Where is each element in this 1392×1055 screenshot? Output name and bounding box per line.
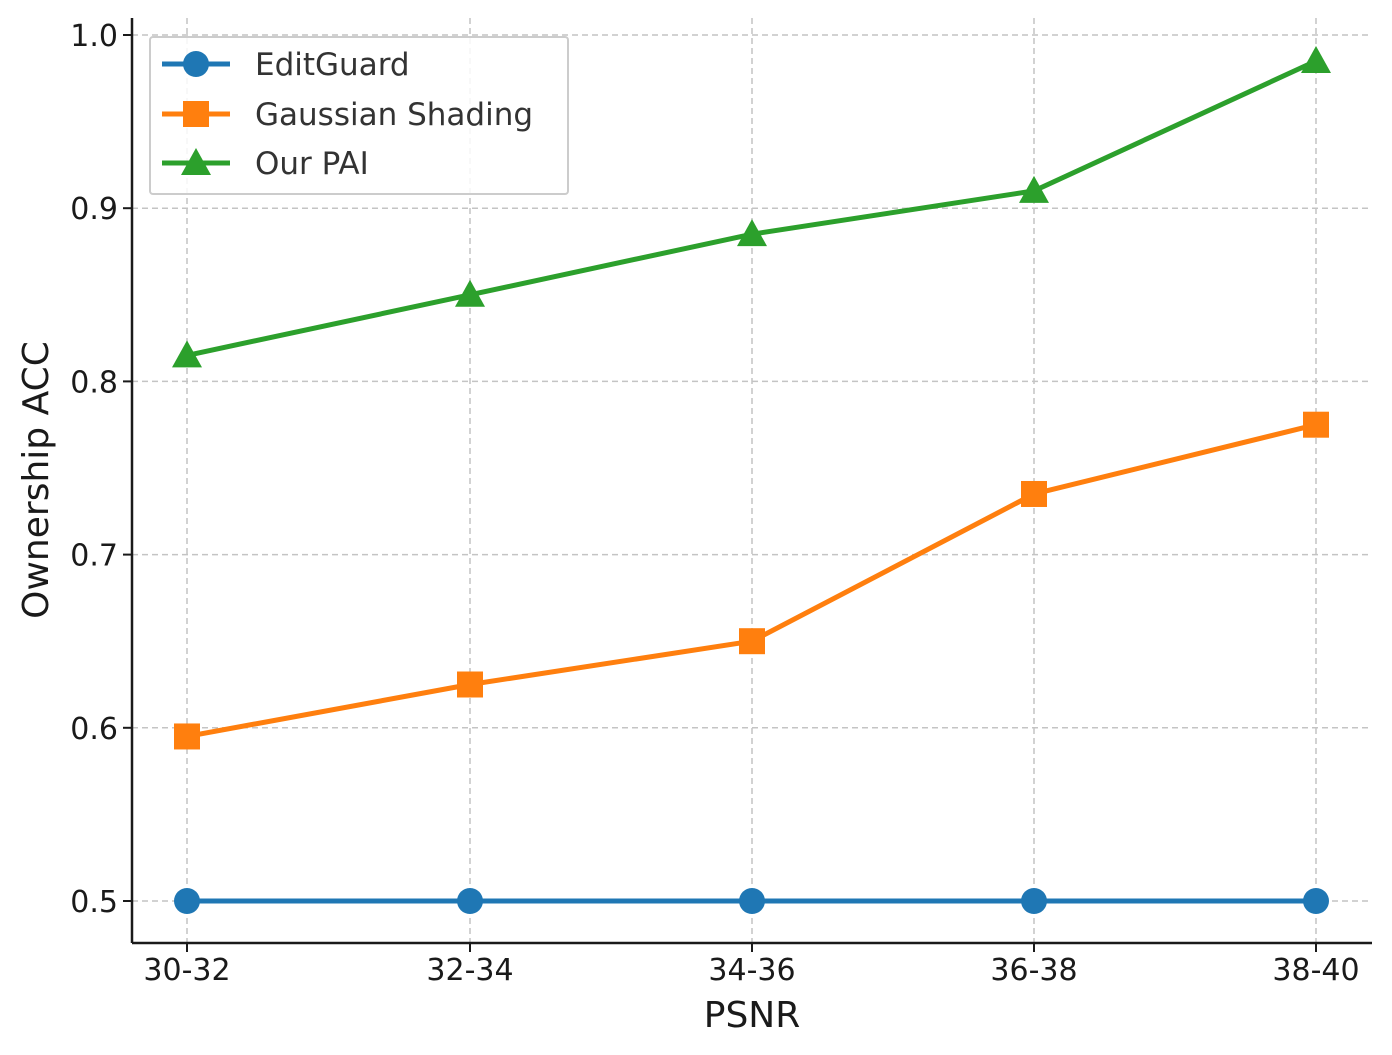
legend-marker bbox=[183, 101, 209, 127]
x-axis-title: PSNR bbox=[704, 995, 801, 1036]
y-tick-label: 0.7 bbox=[70, 539, 118, 574]
y-axis-title: Ownership ACC bbox=[16, 341, 57, 619]
series bbox=[172, 45, 1331, 914]
ticks: 30-32 32-34 34-36 36-38 38-40 0.5 0.6 0.7 0.8 0.9… bbox=[70, 19, 1359, 988]
legend-label: EditGuard bbox=[255, 47, 410, 83]
y-tick-label: 0.6 bbox=[70, 712, 118, 747]
data-point bbox=[455, 279, 485, 307]
y-tick-label: 0.8 bbox=[70, 365, 118, 400]
y-tick-label: 0.5 bbox=[70, 885, 118, 920]
data-point bbox=[1303, 888, 1329, 914]
data-point bbox=[739, 628, 765, 655]
legend-label: Our PAI bbox=[255, 146, 369, 182]
y-tick-label: 1.0 bbox=[70, 19, 118, 54]
legend-marker bbox=[183, 51, 209, 77]
data-point bbox=[1021, 480, 1047, 507]
legend: EditGuard Gaussian Shading Our PAI bbox=[149, 36, 569, 195]
x-tick-label: 36-38 bbox=[990, 953, 1077, 988]
data-point bbox=[1019, 175, 1049, 203]
data-point bbox=[172, 340, 202, 368]
data-point bbox=[457, 888, 483, 914]
data-point bbox=[174, 723, 200, 750]
data-point bbox=[1021, 888, 1047, 914]
x-tick-label: 38-40 bbox=[1272, 953, 1359, 988]
x-tick-label: 32-34 bbox=[426, 953, 513, 988]
data-point bbox=[1301, 45, 1331, 73]
legend-marker bbox=[181, 148, 211, 175]
y-tick-label: 0.9 bbox=[70, 192, 118, 227]
legend-box bbox=[149, 36, 569, 195]
data-point bbox=[739, 888, 765, 914]
x-tick-label: 34-36 bbox=[708, 953, 795, 988]
data-point bbox=[174, 888, 200, 914]
data-point bbox=[1303, 411, 1329, 438]
x-tick-label: 30-32 bbox=[143, 953, 230, 988]
legend-label: Gaussian Shading bbox=[255, 97, 533, 133]
data-point bbox=[457, 671, 483, 698]
data-point bbox=[737, 219, 767, 247]
